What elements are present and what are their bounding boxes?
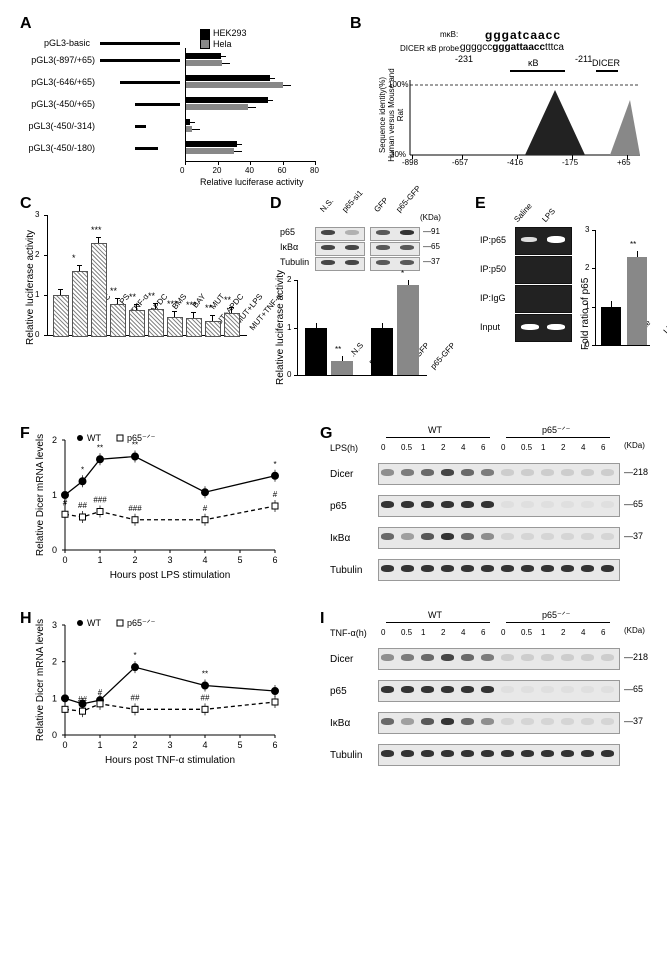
svg-text:1: 1	[97, 555, 102, 565]
figure-root: A pGL3-basic pGL3(-897/+65)pGL3(-646/+65…	[10, 10, 657, 965]
panel-i-label: I	[320, 610, 324, 628]
svg-text:##: ##	[131, 693, 140, 702]
svg-text:Hours post LPS stimulation: Hours post LPS stimulation	[110, 570, 231, 581]
kb-bar-label: κB	[528, 58, 539, 68]
svg-text:Relative Dicer mRNA levels: Relative Dicer mRNA levels	[35, 434, 46, 556]
svg-text:*: *	[273, 460, 276, 469]
panel-b: mκB: gggatcaacc DICER κB probe: ggggccgg…	[360, 30, 650, 180]
svg-text:Relative Dicer mRNA levels: Relative Dicer mRNA levels	[35, 619, 46, 741]
svg-text:WT: WT	[87, 618, 101, 628]
construct-label: pGL3(-450/+65)	[10, 99, 95, 109]
d-ylabel: Relative luciferase activity	[275, 270, 286, 385]
svg-text:##: ##	[78, 501, 87, 510]
svg-text:WT: WT	[87, 433, 101, 443]
probe-label: DICER κB probe:	[400, 44, 461, 53]
legend-hela: Hela	[213, 39, 232, 49]
legend-hek: HEK293	[213, 28, 247, 38]
svg-text:###: ###	[128, 504, 142, 513]
svg-text:0: 0	[52, 730, 57, 740]
svg-text:1: 1	[97, 740, 102, 750]
svg-text:3: 3	[167, 740, 172, 750]
mkb-label: mκB:	[440, 30, 458, 39]
panel-h: 01230123456WTp65⁻ᐟ⁻***#######Relative Di…	[30, 615, 290, 785]
c-ylabel: Relative luciferase activity	[25, 230, 36, 345]
panel-f: 0120123456WTp65⁻ᐟ⁻******###########Relat…	[30, 430, 290, 590]
svg-text:*: *	[81, 465, 84, 474]
pos-right: -211	[575, 54, 592, 64]
panel-f-label: F	[20, 425, 30, 443]
pgl3-basic-label: pGL3-basic	[20, 38, 90, 48]
svg-text:**: **	[202, 670, 208, 679]
svg-text:##: ##	[201, 693, 210, 702]
identity-plot	[380, 80, 650, 170]
svg-text:**: **	[132, 441, 138, 450]
svg-text:##: ##	[78, 695, 87, 704]
construct-label: pGL3(-646/+65)	[10, 77, 95, 87]
svg-text:2: 2	[52, 435, 57, 445]
construct-label: pGL3(-450/-180)	[10, 143, 95, 153]
svg-text:Hours post TNF-α stimulation: Hours post TNF-α stimulation	[105, 755, 235, 766]
svg-text:*: *	[133, 651, 136, 660]
svg-text:0: 0	[52, 545, 57, 555]
panel-a-legend: HEK293 Hela	[200, 28, 247, 49]
svg-text:4: 4	[202, 555, 207, 565]
svg-text:4: 4	[202, 740, 207, 750]
svg-text:1: 1	[52, 490, 57, 500]
svg-text:0: 0	[62, 555, 67, 565]
panel-c: Relative luciferase activity 0123C*LPS**…	[25, 215, 255, 395]
panel-d: N.S.p65-si1GFPp65-GFP(KDa)p65IκBαTubulin…	[275, 205, 465, 405]
svg-text:6: 6	[272, 555, 277, 565]
svg-text:###: ###	[93, 496, 107, 505]
dicer-label: DICER	[592, 58, 620, 68]
construct-label: pGL3(-897/+65)	[10, 55, 95, 65]
svg-text:#: #	[203, 504, 208, 513]
svg-text:#: #	[273, 490, 278, 499]
construct-label: pGL3(-450/-314)	[10, 121, 95, 131]
panel-e-label: E	[475, 195, 486, 213]
svg-text:**: **	[97, 443, 103, 452]
svg-text:2: 2	[52, 657, 57, 667]
mkb-seq: gggatcaacc	[485, 28, 561, 42]
svg-text:1: 1	[52, 693, 57, 703]
svg-text:#: #	[63, 498, 68, 507]
panel-g: WTp65⁻ᐟ⁻(KDa)LPS(h)00.5124600.51246Dicer…	[330, 435, 650, 595]
probe-seq: ggggccgggattaacctttca	[460, 42, 564, 53]
panel-c-label: C	[20, 195, 32, 213]
panel-a: pGL3-basic pGL3(-897/+65)pGL3(-646/+65)p…	[20, 30, 320, 170]
svg-text:p65⁻ᐟ⁻: p65⁻ᐟ⁻	[127, 618, 156, 628]
svg-text:5: 5	[237, 555, 242, 565]
svg-text:3: 3	[167, 555, 172, 565]
pos-left: -231	[455, 54, 473, 64]
svg-text:3: 3	[52, 620, 57, 630]
panel-i: WTp65⁻ᐟ⁻(KDa)TNF-α(h)00.5124600.51246Dic…	[330, 620, 650, 780]
svg-text:5: 5	[237, 740, 242, 750]
svg-text:2: 2	[132, 740, 137, 750]
svg-text:0: 0	[62, 740, 67, 750]
svg-text:#: #	[98, 688, 103, 697]
svg-text:2: 2	[132, 555, 137, 565]
svg-text:6: 6	[272, 740, 277, 750]
panel-e: SalineLPSIP:p65IP:p50IP:IgGInput Fold ra…	[480, 215, 655, 400]
b-ytop: 100%	[388, 80, 408, 89]
